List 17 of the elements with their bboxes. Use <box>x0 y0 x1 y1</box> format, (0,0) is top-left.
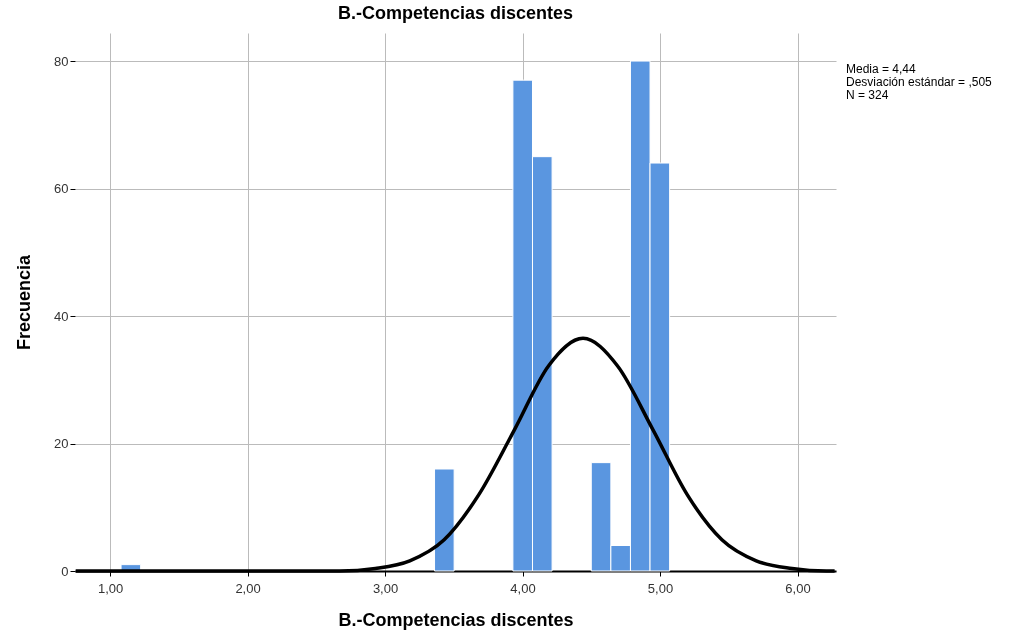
x-axis-title: B.-Competencias discentes <box>338 609 574 630</box>
x-tick-label: 6,00 <box>785 580 811 596</box>
y-tick-label: 60 <box>54 181 69 197</box>
x-tick-label: 1,00 <box>97 580 124 596</box>
y-tick-label: 80 <box>54 53 69 69</box>
text: N = 324 <box>846 88 889 102</box>
y-tick-label: 0 <box>61 563 69 579</box>
x-tick-label: 4,00 <box>510 580 536 596</box>
chart-title: B.-Competencias discentes <box>337 3 574 23</box>
x-tick-label: 3,00 <box>372 580 399 596</box>
text: Media = 4,44 <box>846 62 917 76</box>
y-axis-title: Frecuencia <box>14 253 35 351</box>
x-tick-label: 5,00 <box>647 580 674 596</box>
y-tick-label: 40 <box>54 308 69 324</box>
text: Desviación estándar = ,505 <box>846 75 993 89</box>
y-tick-label: 20 <box>54 436 69 452</box>
x-tick-label: 2,00 <box>235 580 261 596</box>
